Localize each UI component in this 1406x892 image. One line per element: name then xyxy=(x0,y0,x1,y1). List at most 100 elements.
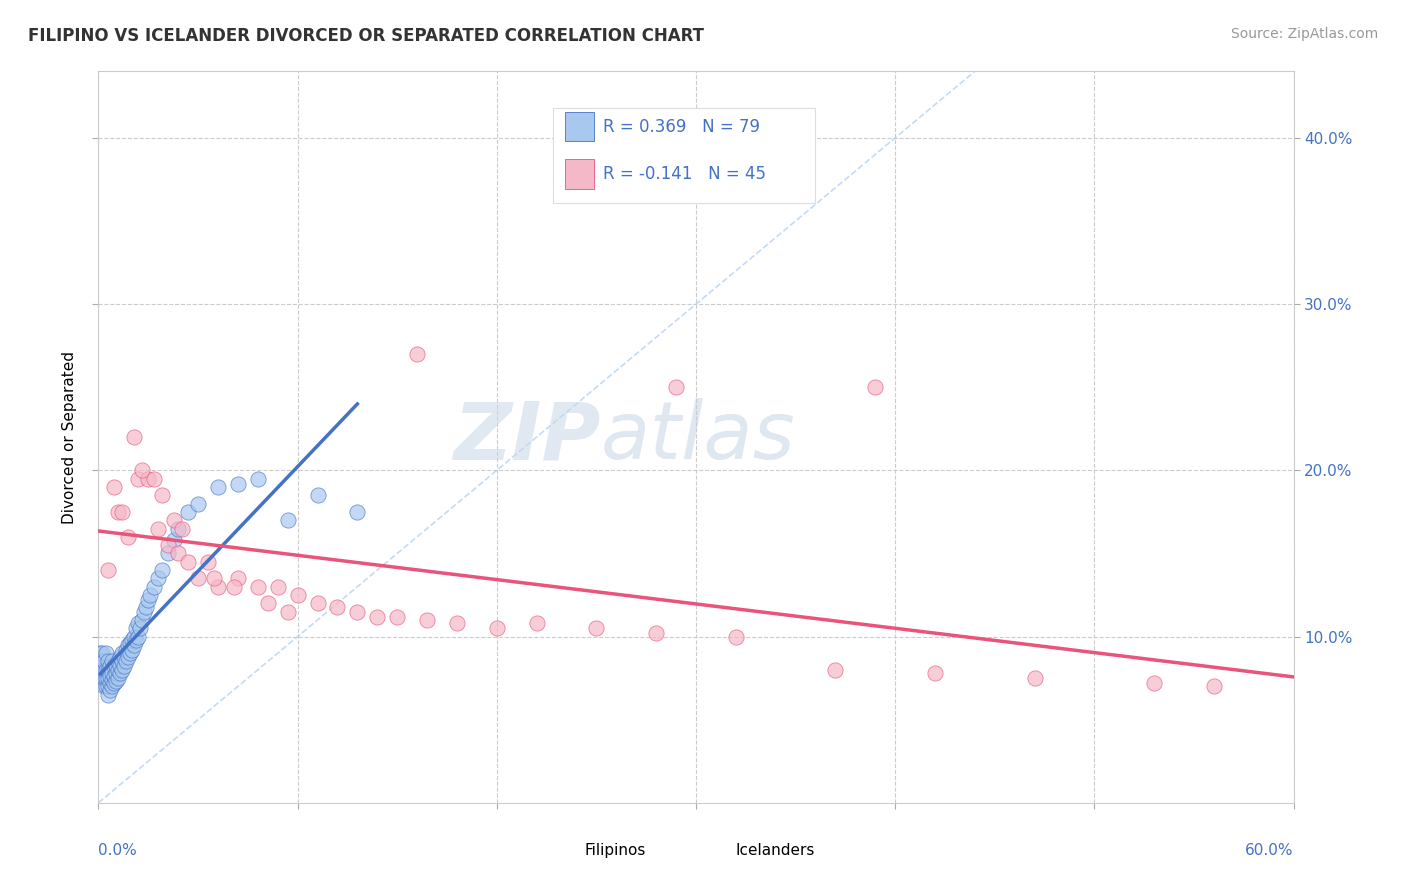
Point xyxy=(111,655,134,669)
Point xyxy=(91,671,114,685)
Point xyxy=(226,571,249,585)
Point xyxy=(157,546,180,560)
Point xyxy=(157,538,180,552)
Point xyxy=(865,380,887,394)
Point xyxy=(246,580,269,594)
Point xyxy=(645,626,668,640)
Text: 60.0%: 60.0% xyxy=(1246,843,1294,858)
Point xyxy=(110,666,132,681)
Point xyxy=(93,663,115,677)
Point xyxy=(127,616,149,631)
Point xyxy=(101,655,124,669)
Point xyxy=(226,476,249,491)
Point xyxy=(143,472,166,486)
Point xyxy=(256,596,278,610)
Point xyxy=(117,638,139,652)
Point xyxy=(101,680,124,694)
Point xyxy=(117,649,139,664)
Text: 0.0%: 0.0% xyxy=(98,843,138,858)
Point xyxy=(446,616,468,631)
Point xyxy=(93,671,115,685)
Point xyxy=(97,688,120,702)
Point xyxy=(111,505,134,519)
Point xyxy=(103,676,125,690)
Point xyxy=(97,655,120,669)
Point xyxy=(1024,671,1046,685)
Point xyxy=(107,655,129,669)
Point xyxy=(207,480,229,494)
Point xyxy=(124,430,146,444)
Point xyxy=(187,571,209,585)
Point xyxy=(485,621,508,635)
Point xyxy=(187,497,209,511)
Text: R = -0.141   N = 45: R = -0.141 N = 45 xyxy=(603,165,766,183)
Point xyxy=(91,655,114,669)
Point xyxy=(150,488,173,502)
Point xyxy=(98,682,122,697)
Point xyxy=(110,649,132,664)
Text: Filipinos: Filipinos xyxy=(585,843,647,858)
Point xyxy=(112,659,135,673)
FancyBboxPatch shape xyxy=(702,839,728,862)
Point xyxy=(111,663,134,677)
Point xyxy=(148,571,170,585)
Text: Icelanders: Icelanders xyxy=(735,843,815,858)
Point xyxy=(98,659,122,673)
Text: ZIP: ZIP xyxy=(453,398,600,476)
Point xyxy=(346,605,368,619)
Point xyxy=(107,663,129,677)
Point xyxy=(97,563,120,577)
Point xyxy=(96,663,118,677)
Point xyxy=(103,669,125,683)
Point xyxy=(121,632,143,647)
Point xyxy=(115,655,138,669)
Point xyxy=(1143,676,1166,690)
Point xyxy=(91,646,114,660)
Point xyxy=(93,655,115,669)
Point xyxy=(222,580,245,594)
Point xyxy=(307,596,329,610)
Point xyxy=(96,646,118,660)
Point xyxy=(139,588,162,602)
Point xyxy=(824,663,846,677)
Point xyxy=(724,630,747,644)
Point xyxy=(136,472,159,486)
Point xyxy=(1202,680,1225,694)
Point xyxy=(105,666,128,681)
Point xyxy=(167,546,190,560)
Point xyxy=(131,613,153,627)
Point xyxy=(112,649,135,664)
Point xyxy=(97,680,120,694)
Point xyxy=(406,347,429,361)
Point xyxy=(105,674,128,689)
Point xyxy=(246,472,269,486)
Point xyxy=(120,646,142,660)
Point xyxy=(127,630,149,644)
Point xyxy=(96,680,118,694)
Point xyxy=(143,580,166,594)
Point xyxy=(134,605,156,619)
Point xyxy=(101,673,124,687)
Point xyxy=(103,659,125,673)
Point xyxy=(97,671,120,685)
Point xyxy=(136,593,159,607)
Point xyxy=(167,521,190,535)
Point xyxy=(129,621,152,635)
Point xyxy=(416,613,439,627)
Point xyxy=(120,636,142,650)
Point xyxy=(125,632,148,647)
Point xyxy=(366,609,388,624)
Point xyxy=(103,480,125,494)
Point xyxy=(117,530,139,544)
Point xyxy=(385,609,409,624)
Point xyxy=(526,616,548,631)
FancyBboxPatch shape xyxy=(553,108,815,203)
Point xyxy=(267,580,290,594)
Point xyxy=(177,555,200,569)
Point xyxy=(131,463,153,477)
Point xyxy=(125,621,148,635)
Point xyxy=(110,659,132,673)
Point xyxy=(287,588,309,602)
Text: R = 0.369   N = 79: R = 0.369 N = 79 xyxy=(603,118,759,136)
Point xyxy=(115,643,138,657)
